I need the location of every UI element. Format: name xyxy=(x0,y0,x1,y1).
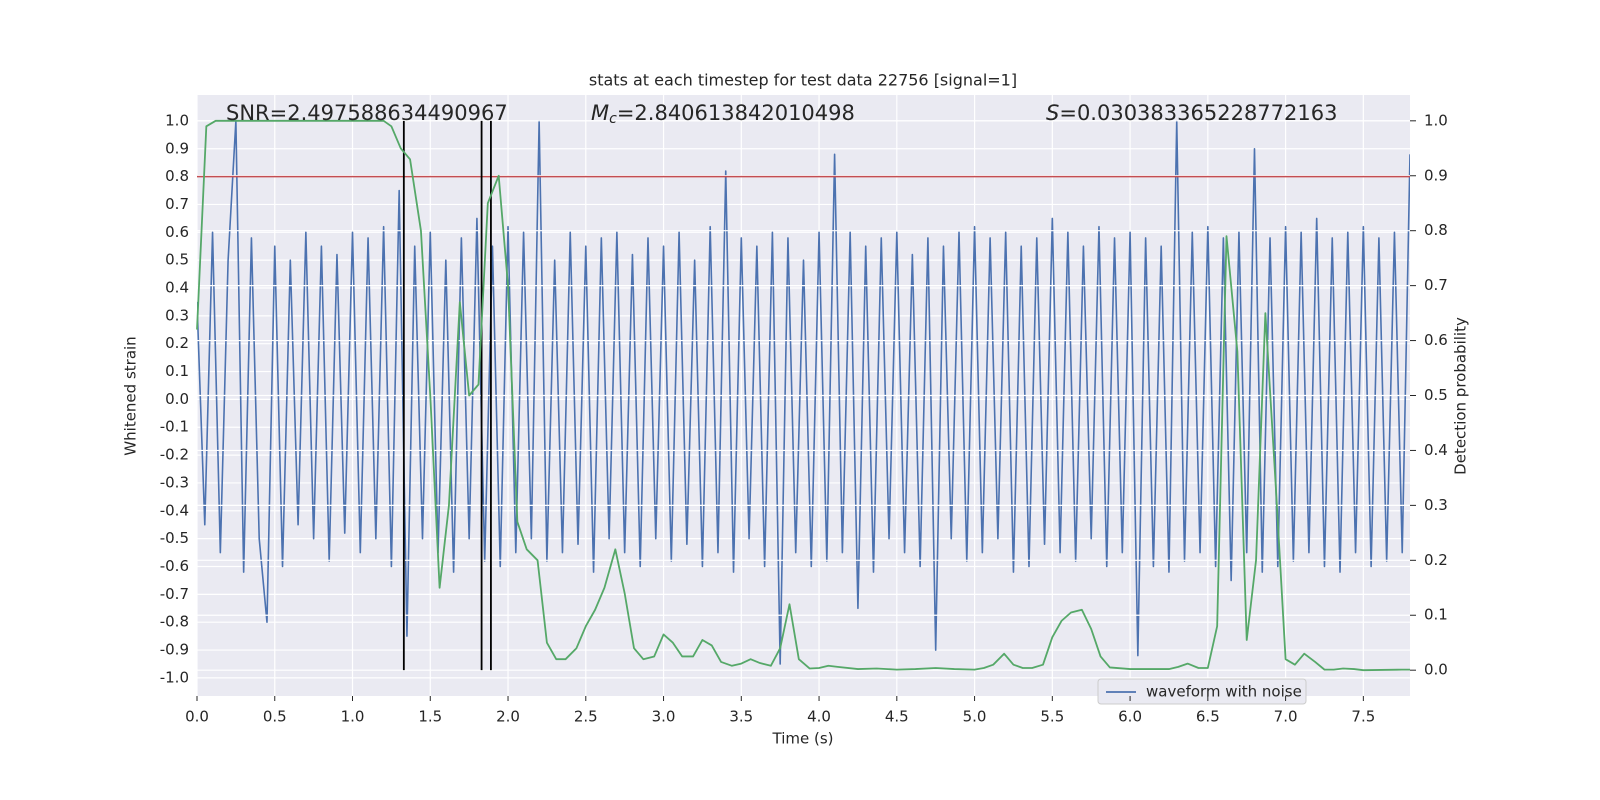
annotation-subscript: c xyxy=(609,111,617,127)
y-tick-label: -0.7 xyxy=(160,585,189,603)
y-tick-label: 0.4 xyxy=(165,278,189,296)
x-tick-label: 4.0 xyxy=(807,708,831,726)
y2-tick-label: 0.6 xyxy=(1424,331,1448,349)
y-tick-label: -1.0 xyxy=(160,668,189,686)
y-tick-label: 0.6 xyxy=(165,223,189,241)
y-tick-label: 0.0 xyxy=(165,390,189,408)
y2-tick-label: 0.7 xyxy=(1424,276,1448,294)
annotation-value: =0.030383365228772163 xyxy=(1059,101,1337,125)
y-tick-label: 0.8 xyxy=(165,167,189,185)
y2-tick-label: 0.0 xyxy=(1424,661,1448,679)
y-tick-label: -0.6 xyxy=(160,557,189,575)
y-tick-label: 0.1 xyxy=(165,362,189,380)
annotation: Mc=2.840613842010498 xyxy=(591,101,855,127)
y-tick-label: -0.2 xyxy=(160,446,189,464)
annotation: SNR=2.497588634490967 xyxy=(226,101,508,125)
x-tick-label: 5.0 xyxy=(963,708,987,726)
series-line xyxy=(196,119,1410,672)
y-tick-label: 0.5 xyxy=(165,251,189,269)
annotation-symbol: S xyxy=(1046,101,1059,125)
legend-box xyxy=(1097,678,1307,705)
series-line xyxy=(197,120,1410,665)
y2-tick-label: 0.9 xyxy=(1424,166,1448,184)
y-tick-label: 0.2 xyxy=(165,334,189,352)
y-tick-label: -0.9 xyxy=(160,641,189,659)
y2-tick-label: 0.4 xyxy=(1424,441,1448,459)
x-tick-label: 0.0 xyxy=(185,708,209,726)
y-tick-label: 0.7 xyxy=(165,195,189,213)
x-tick-label: 7.5 xyxy=(1351,708,1375,726)
x-tick-label: 2.5 xyxy=(574,708,598,726)
y2-tick-label: 0.1 xyxy=(1424,606,1448,624)
x-tick-label: 1.0 xyxy=(341,708,365,726)
y-tick-label: -0.1 xyxy=(160,418,189,436)
y-tick-label: -0.4 xyxy=(160,501,189,519)
y-tick-label: -0.5 xyxy=(160,529,189,547)
y2-axis-label: Detection probability xyxy=(1452,317,1470,475)
x-tick-label: 7.0 xyxy=(1274,708,1298,726)
x-tick-label: 0.5 xyxy=(263,708,287,726)
y2-tick-label: 0.8 xyxy=(1424,221,1448,239)
chart-title: stats at each timestep for test data 227… xyxy=(589,71,1017,90)
annotation: S=0.030383365228772163 xyxy=(1046,101,1337,125)
waveform-layer xyxy=(197,120,1410,665)
y2-tick-label: 0.3 xyxy=(1424,496,1448,514)
y-tick-label: 0.9 xyxy=(165,139,189,157)
x-tick-label: 3.5 xyxy=(729,708,753,726)
annotation-symbol: M xyxy=(591,101,609,125)
over-layer xyxy=(196,119,1410,672)
x-axis-label: Time (s) xyxy=(772,730,834,748)
x-tick-label: 6.0 xyxy=(1118,708,1142,726)
legend-label: waveform with noise xyxy=(1146,683,1302,701)
y-tick-label: -0.8 xyxy=(160,613,189,631)
x-tick-label: 4.5 xyxy=(885,708,909,726)
legend: waveform with noise xyxy=(1097,678,1307,705)
x-tick-label: 1.5 xyxy=(418,708,442,726)
annotation-value: =2.840613842010498 xyxy=(617,101,855,125)
x-tick-label: 2.0 xyxy=(496,708,520,726)
y2-tick-label: 1.0 xyxy=(1424,111,1448,129)
y2-tick-label: 0.5 xyxy=(1424,386,1448,404)
y2-tick-label: 0.2 xyxy=(1424,551,1448,569)
y-tick-label: 0.3 xyxy=(165,306,189,324)
y-axis-label: Whitened strain xyxy=(122,336,140,455)
x-tick-label: 3.0 xyxy=(652,708,676,726)
y-tick-label: 1.0 xyxy=(165,111,189,129)
x-tick-label: 6.5 xyxy=(1196,708,1220,726)
y-tick-label: -0.3 xyxy=(160,473,189,491)
x-tick-label: 5.5 xyxy=(1040,708,1064,726)
